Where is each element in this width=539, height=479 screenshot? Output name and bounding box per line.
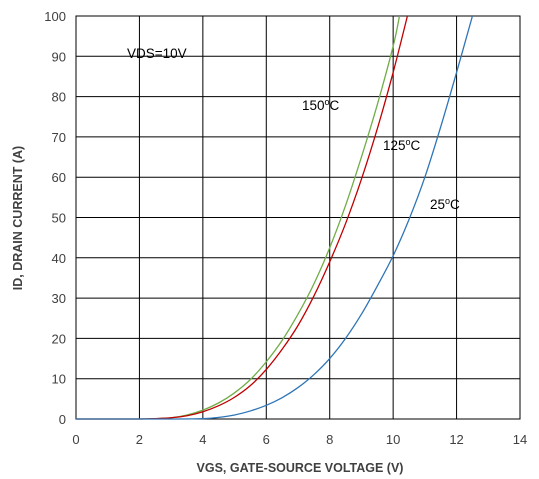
y-tick-label-100: 100	[44, 9, 66, 24]
x-tick-label-14: 14	[513, 432, 527, 447]
x-tick-label-2: 2	[136, 432, 143, 447]
y-tick-label-40: 40	[52, 251, 66, 266]
grid	[75, 15, 521, 420]
y-tick-label-50: 50	[52, 211, 66, 226]
y-tick-label-70: 70	[52, 130, 66, 145]
y-tick-label-10: 10	[52, 372, 66, 387]
series-label-150c: 150oC	[302, 97, 340, 113]
y-tick-label-60: 60	[52, 170, 66, 185]
x-tick-label-10: 10	[386, 432, 400, 447]
y-tick-label-20: 20	[52, 331, 66, 346]
series-labels: 150oC 125oC 25oC	[302, 97, 460, 212]
series-label-125c: 125oC	[383, 137, 421, 153]
series-label-25c: 25oC	[430, 196, 460, 212]
axes	[75, 15, 521, 420]
x-tick-label-0: 0	[72, 432, 79, 447]
x-tick-label-4: 4	[199, 432, 206, 447]
y-tick-label-30: 30	[52, 291, 66, 306]
tick-labels: 0 2 4 6 8 10 12 14 0 10 20 30 40 50 60 70 80 90 100	[44, 9, 527, 447]
y-tick-label-80: 80	[52, 90, 66, 105]
y-tick-label-0: 0	[59, 412, 66, 427]
plot-border	[75, 15, 521, 420]
series-line-25c	[76, 15, 474, 420]
y-axis-title: ID, DRAIN CURRENT (A)	[11, 146, 25, 290]
x-tick-label-8: 8	[326, 432, 333, 447]
test-condition-label: VDS=10V	[127, 46, 187, 61]
series-lines	[76, 15, 474, 420]
x-axis-title: VGS, GATE-SOURCE VOLTAGE (V)	[197, 461, 404, 475]
x-tick-label-6: 6	[263, 432, 270, 447]
y-tick-label-90: 90	[52, 49, 66, 64]
x-tick-label-12: 12	[449, 432, 463, 447]
